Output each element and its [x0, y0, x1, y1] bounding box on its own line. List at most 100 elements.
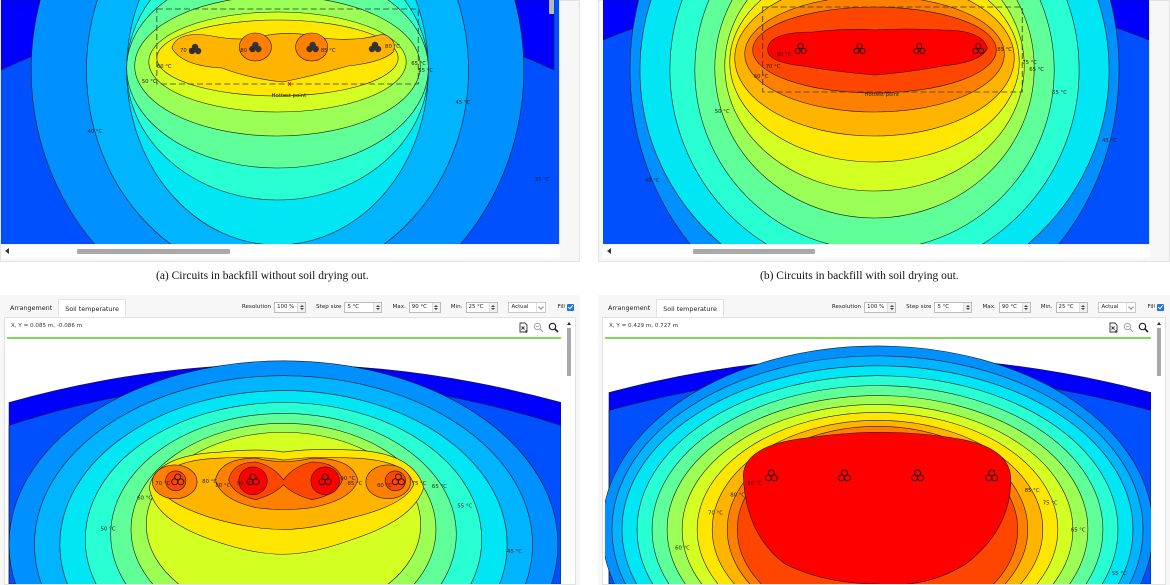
- max-spinbox[interactable]: 90 °C: [998, 301, 1031, 313]
- tab-arrangement[interactable]: Arrangement: [608, 304, 651, 312]
- svg-text:45 °C: 45 °C: [507, 549, 522, 555]
- temperature-plot[interactable]: Hottest point 80 °C 70 °C 60 °C 85 °C 75…: [603, 0, 1150, 244]
- panel-c-soil-temperature: Arrangement Soil temperature Resolution …: [0, 295, 580, 585]
- svg-text:70 °C: 70 °C: [766, 64, 781, 70]
- zoom-out-button[interactable]: [1122, 321, 1134, 333]
- svg-text:65 °C: 65 °C: [411, 61, 426, 67]
- scrollbar-thumb[interactable]: [693, 249, 815, 254]
- spin-arrows-icon[interactable]: [431, 302, 440, 312]
- horizontal-scrollbar[interactable]: [1, 244, 560, 258]
- svg-text:35 °C: 35 °C: [535, 177, 550, 183]
- spin-arrows-icon[interactable]: [1078, 302, 1087, 312]
- resolution-spinbox[interactable]: 100 %: [274, 301, 307, 313]
- vertical-scrollbar[interactable]: [1155, 320, 1163, 584]
- cursor-coordinates: X, Y = 0.085 m, -0.086 m: [11, 323, 83, 329]
- vertical-scrollbar-thumb[interactable]: [549, 0, 554, 14]
- spin-arrows-icon[interactable]: [1021, 302, 1030, 312]
- max-field: Max. 90 °C: [982, 301, 1031, 313]
- zoom-out-icon: [1123, 322, 1133, 332]
- mode-dropdown[interactable]: Actual: [1097, 301, 1136, 313]
- export-button[interactable]: [517, 321, 529, 333]
- fill-checkbox[interactable]: [567, 303, 574, 311]
- scroll-left-arrow-icon[interactable]: [5, 248, 9, 254]
- scroll-left-arrow-icon[interactable]: [607, 248, 611, 254]
- spin-arrows-icon[interactable]: [488, 302, 497, 312]
- zoom-in-icon: [1138, 322, 1149, 333]
- hottest-point-label: Hottest point: [865, 92, 900, 98]
- export-button[interactable]: [1107, 321, 1119, 333]
- zoom-out-button[interactable]: [532, 321, 544, 333]
- svg-text:75 °C: 75 °C: [412, 481, 427, 487]
- svg-text:80 °C: 80 °C: [240, 48, 255, 54]
- svg-text:70 °C: 70 °C: [708, 511, 723, 517]
- svg-text:55 °C: 55 °C: [1112, 571, 1127, 577]
- tab-soil-temperature[interactable]: Soil temperature: [58, 299, 126, 318]
- step-size-field: Step size 5 °C: [316, 301, 383, 313]
- step-size-spinbox[interactable]: 5 °C: [934, 301, 973, 313]
- svg-text:45 °C: 45 °C: [455, 100, 470, 106]
- plot-toolbar: Resolution 100 % Step size 5 °C Max. 90 …: [236, 299, 574, 315]
- min-label: Min.: [1040, 304, 1053, 310]
- svg-text:85 °C: 85 °C: [1025, 488, 1040, 494]
- svg-text:55 °C: 55 °C: [418, 68, 433, 74]
- max-field: Max. 90 °C: [392, 301, 441, 313]
- tab-soil-temperature[interactable]: Soil temperature: [656, 299, 724, 318]
- svg-text:80 °C: 80 °C: [385, 44, 400, 50]
- zoom-in-button[interactable]: [1137, 321, 1149, 333]
- plot-content: X, Y = 0.429 m, 0.727 m: [602, 317, 1166, 585]
- min-spinbox[interactable]: 25 °C: [465, 301, 498, 313]
- temperature-plot[interactable]: x Hottest point 70 °C 80 °C 85 °C 80 °C …: [1, 0, 560, 244]
- panel-b-drying: Hottest point 80 °C 70 °C 60 °C 85 °C 75…: [598, 0, 1170, 262]
- resolution-field: Resolution 100 %: [832, 301, 897, 313]
- resolution-field: Resolution 100 %: [241, 301, 307, 313]
- zoom-in-button[interactable]: [547, 321, 559, 333]
- svg-text:50 °C: 50 °C: [715, 109, 730, 115]
- max-label: Max.: [982, 304, 996, 310]
- min-spinbox[interactable]: 25 °C: [1055, 301, 1088, 313]
- svg-text:50 °C: 50 °C: [101, 526, 116, 532]
- resolution-spinbox[interactable]: 100 %: [864, 301, 897, 313]
- scrollbar-thumb[interactable]: [1157, 328, 1161, 376]
- svg-text:65 °C: 65 °C: [432, 484, 447, 490]
- caption-a: (a) Circuits in backfill without soil dr…: [156, 270, 369, 282]
- temperature-plot[interactable]: 90 °C 80 °C 70 °C 60 °C 85 °C 75 °C 65 °…: [605, 341, 1151, 584]
- tab-bar: Arrangement Soil temperature: [602, 299, 724, 318]
- svg-text:55 °C: 55 °C: [1052, 90, 1067, 96]
- fill-label: Fill: [557, 304, 565, 310]
- scroll-up-arrow-icon[interactable]: [567, 322, 571, 325]
- svg-text:40 °C: 40 °C: [87, 129, 102, 135]
- zoom-out-icon: [533, 322, 543, 332]
- spin-arrows-icon[interactable]: [373, 302, 382, 312]
- resolution-label: Resolution: [241, 304, 272, 310]
- svg-text:65 °C: 65 °C: [1071, 527, 1086, 533]
- spin-arrows-icon[interactable]: [297, 302, 306, 312]
- svg-text:80 °C: 80 °C: [202, 479, 217, 485]
- chevron-down-icon: [1125, 302, 1135, 312]
- svg-text:90 °C: 90 °C: [340, 476, 355, 482]
- heatmap-c: 70 °C 80 °C 80 °C 90 °C 90 °C 85 °C 80 °…: [7, 341, 561, 584]
- svg-text:65 °C: 65 °C: [1029, 67, 1044, 73]
- svg-text:75 °C: 75 °C: [1043, 501, 1058, 507]
- scrollbar-thumb[interactable]: [567, 328, 571, 376]
- fill-toggle[interactable]: Fill: [1148, 303, 1164, 311]
- tab-arrangement[interactable]: Arrangement: [10, 304, 53, 312]
- temperature-plot[interactable]: 70 °C 80 °C 80 °C 90 °C 90 °C 85 °C 80 °…: [7, 341, 561, 584]
- spin-arrows-icon[interactable]: [887, 302, 896, 312]
- mode-dropdown[interactable]: Actual: [507, 301, 546, 313]
- max-spinbox[interactable]: 90 °C: [408, 301, 441, 313]
- step-size-label: Step size: [906, 304, 932, 310]
- step-size-spinbox[interactable]: 5 °C: [344, 301, 383, 313]
- svg-text:90 °C: 90 °C: [747, 481, 762, 487]
- svg-text:60 °C: 60 °C: [137, 496, 152, 502]
- spin-arrows-icon[interactable]: [963, 302, 972, 312]
- vertical-scrollbar[interactable]: [565, 320, 573, 584]
- scroll-up-arrow-icon[interactable]: [1157, 322, 1161, 325]
- heatmap-d: 90 °C 80 °C 70 °C 60 °C 85 °C 75 °C 65 °…: [605, 341, 1151, 584]
- export-excel-icon: [519, 322, 527, 333]
- fill-toggle[interactable]: Fill: [557, 303, 574, 311]
- plot-action-buttons: [517, 321, 559, 333]
- hottest-point-label: Hottest point: [271, 93, 306, 99]
- scrollbar-thumb[interactable]: [77, 249, 230, 254]
- horizontal-scrollbar[interactable]: [603, 244, 1150, 258]
- fill-checkbox[interactable]: [1157, 303, 1164, 311]
